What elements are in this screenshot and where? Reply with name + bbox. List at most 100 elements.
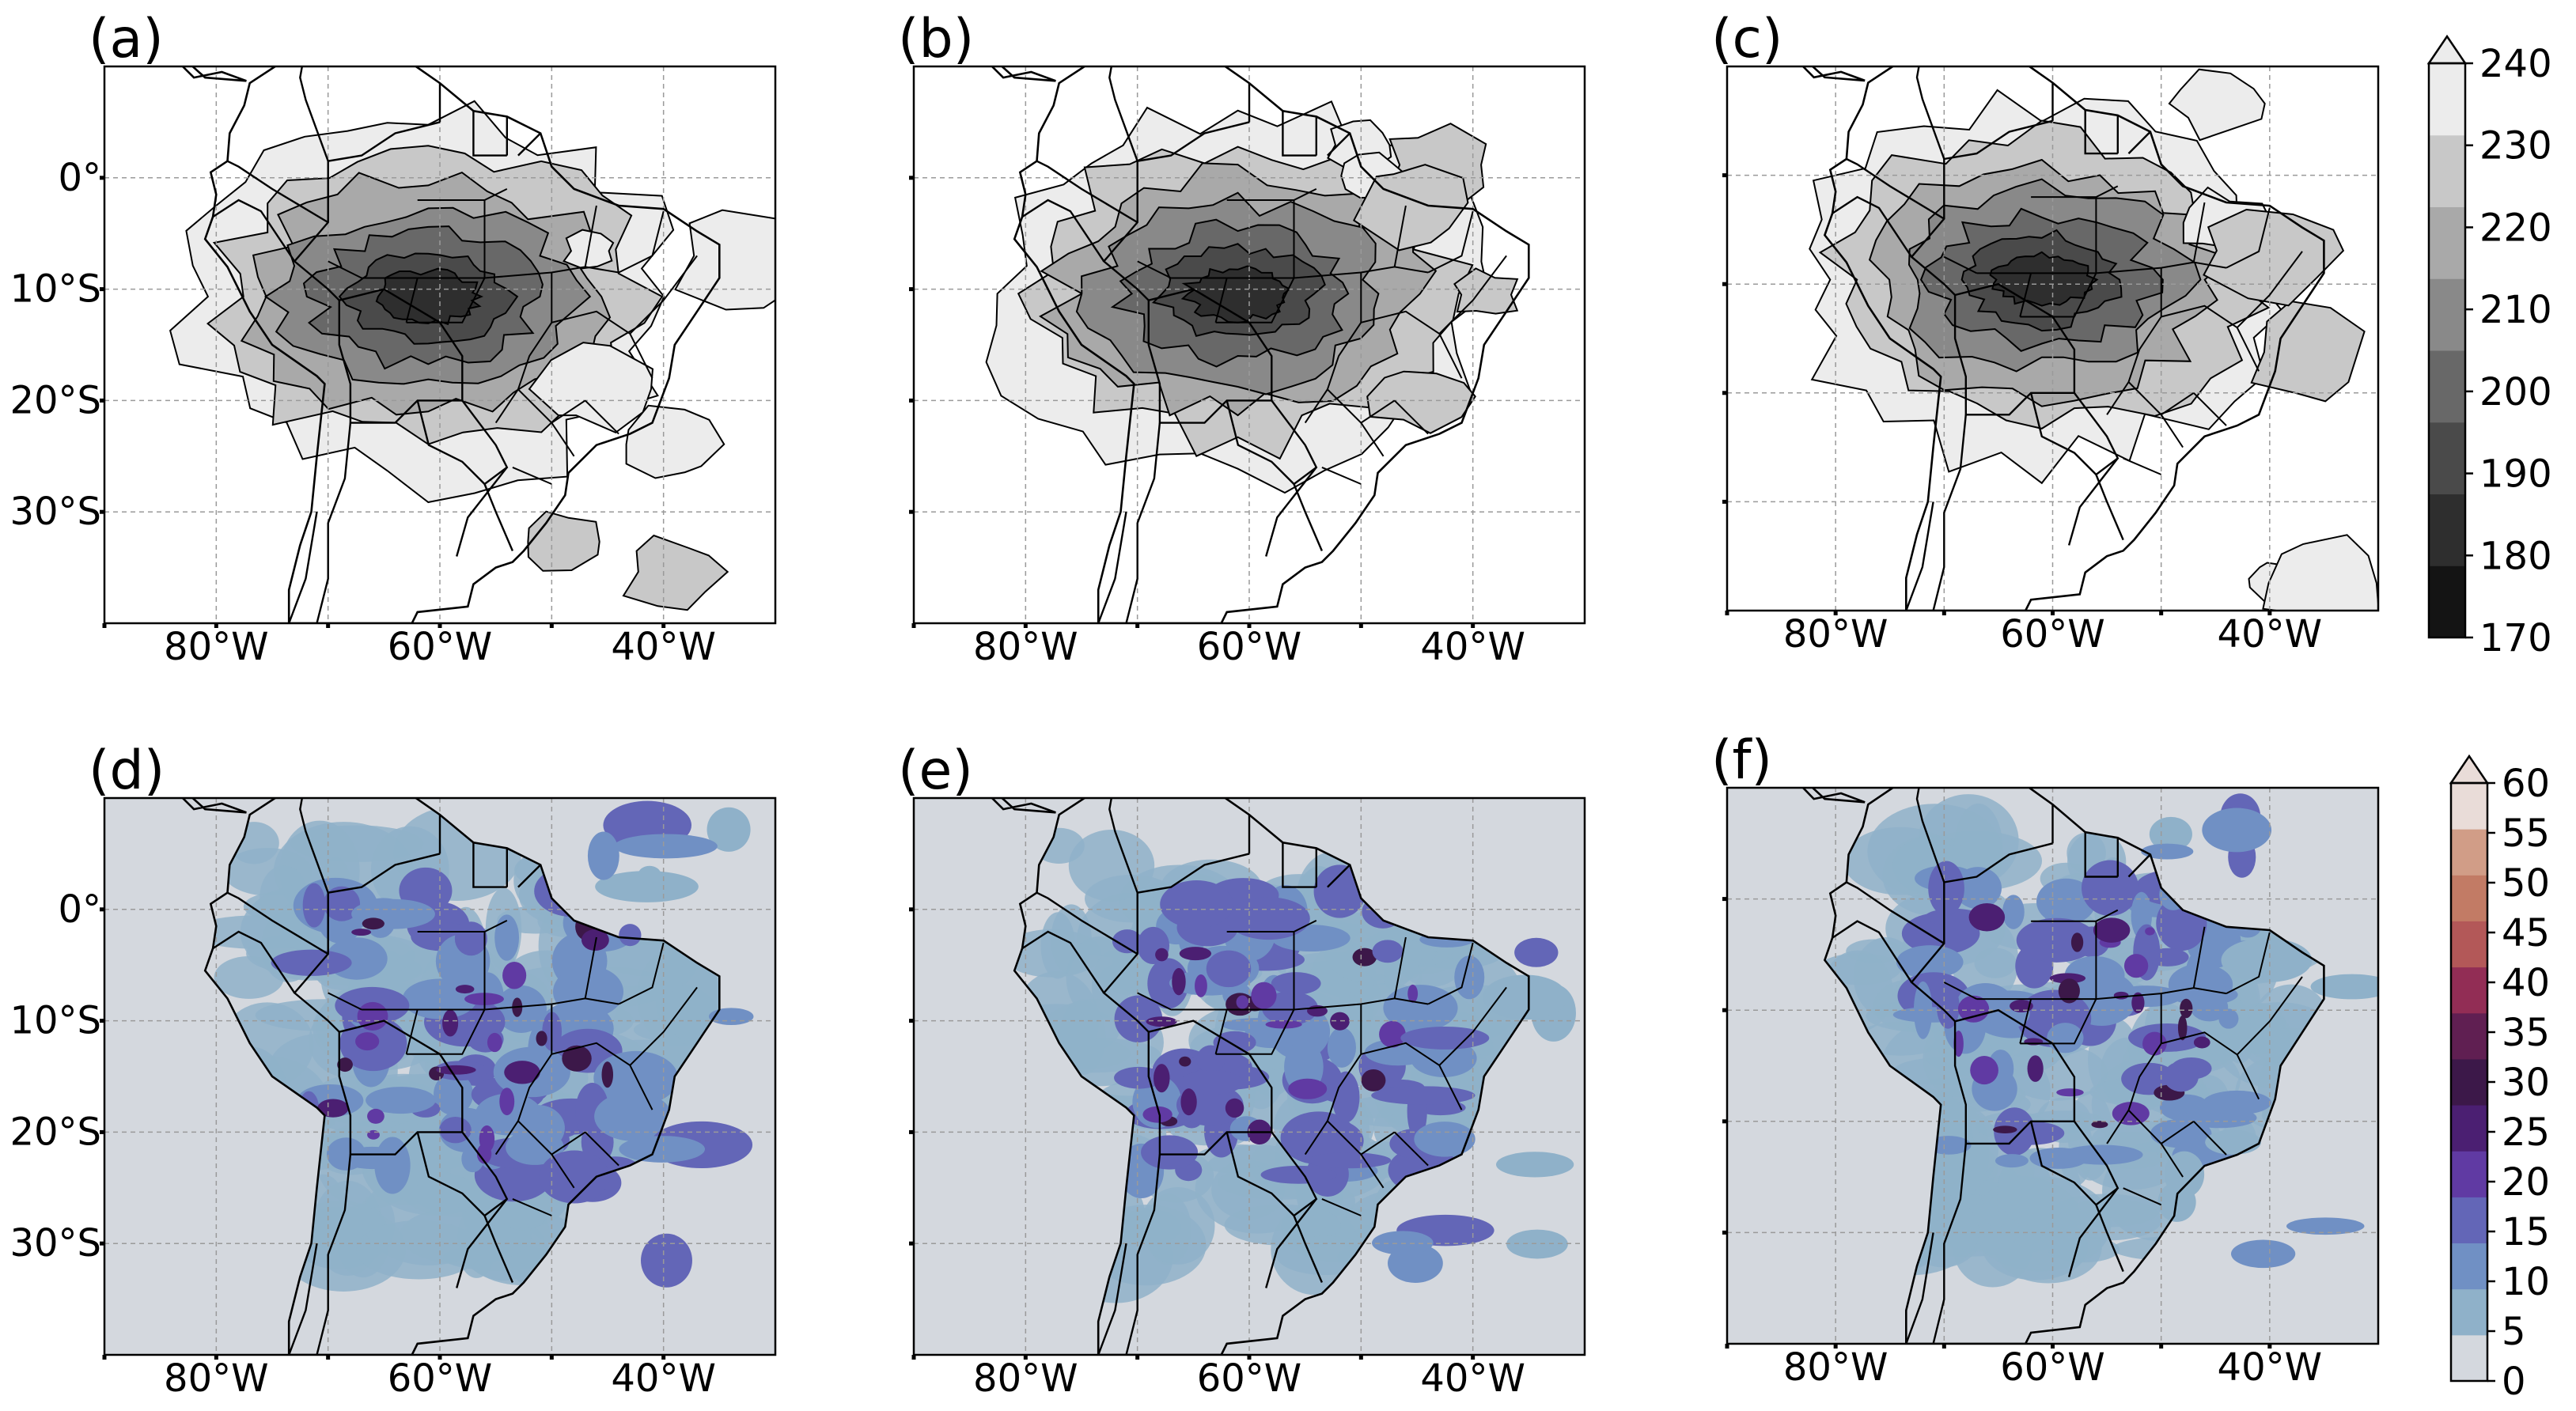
tb-contour bbox=[674, 209, 775, 311]
country-border bbox=[339, 288, 514, 551]
state-border bbox=[1321, 466, 1362, 485]
state-border bbox=[1427, 942, 1474, 1005]
x-tick-label: 40°W bbox=[2218, 1345, 2323, 1390]
colorbar-segment bbox=[2451, 1151, 2487, 1197]
colorbar-segment bbox=[2429, 134, 2465, 207]
precip-cell bbox=[2286, 1217, 2365, 1235]
state-border bbox=[440, 200, 486, 323]
country-border bbox=[1910, 842, 2053, 1023]
state-border bbox=[1137, 992, 1172, 1011]
colorbar-tick-label: 190 bbox=[2479, 452, 2552, 497]
map-panel: 80°W 60°W 40°W 0° 10°S 20°S 30°S (d) bbox=[9, 740, 777, 1401]
colorbar-frame bbox=[2427, 62, 2467, 639]
precip-cell bbox=[455, 985, 475, 994]
precip-cell bbox=[562, 1045, 592, 1072]
x-tick-label: 60°W bbox=[388, 625, 493, 669]
precip-cell bbox=[436, 1065, 476, 1075]
colorbar-tick-label: 220 bbox=[2479, 206, 2552, 250]
colorbar-precipitation: 0 5 10 15 20 25 30 35 40 45 50 55 60 bbox=[2449, 754, 2550, 1404]
colorbar-segment bbox=[2451, 1288, 2487, 1336]
country-border bbox=[1327, 132, 1351, 157]
state-border bbox=[2161, 1031, 2260, 1100]
colorbar-segment bbox=[2451, 1012, 2487, 1060]
country-border bbox=[1125, 422, 1161, 623]
coastline bbox=[1013, 66, 1530, 623]
state-border bbox=[1943, 982, 1977, 1000]
precip-cell bbox=[1495, 1152, 1574, 1178]
country-border bbox=[1102, 121, 1250, 301]
country-border bbox=[2029, 1121, 2097, 1206]
country-border bbox=[2029, 392, 2097, 475]
precip-cell bbox=[2131, 992, 2145, 1014]
precip-cell bbox=[1320, 1084, 1358, 1103]
country-border bbox=[293, 853, 441, 1033]
coastline bbox=[203, 798, 721, 1355]
panel-label: (e) bbox=[898, 740, 973, 802]
country-border bbox=[1265, 1198, 1317, 1288]
precip-cell bbox=[494, 914, 520, 961]
precip-cell bbox=[1085, 874, 1179, 923]
colorbar-segment bbox=[2451, 1334, 2487, 1382]
colorbar-tick-label: 40 bbox=[2502, 961, 2550, 1005]
panel-label: (c) bbox=[1711, 8, 1782, 70]
colorbar-tick-label: 15 bbox=[2502, 1210, 2550, 1254]
state-border bbox=[440, 932, 486, 1055]
precip-cell bbox=[1327, 1027, 1356, 1068]
state-border bbox=[551, 1042, 653, 1110]
coastline bbox=[1823, 66, 2325, 611]
precip-cell bbox=[536, 1031, 547, 1046]
precip-cell bbox=[1928, 861, 1964, 916]
country-border bbox=[226, 160, 329, 224]
precip-cell bbox=[2091, 1121, 2108, 1129]
country-border bbox=[1915, 66, 1945, 160]
state-border bbox=[2236, 976, 2303, 1056]
precip-cell bbox=[2202, 808, 2272, 853]
state-border bbox=[405, 1009, 419, 1055]
colorbar-tick-label: 35 bbox=[2502, 1011, 2550, 1055]
precip-cell bbox=[2113, 991, 2129, 1000]
colorbar-extend-arrow bbox=[2449, 754, 2490, 785]
country-border bbox=[1036, 891, 1138, 955]
colorbar-tick-label: 180 bbox=[2479, 534, 2552, 578]
y-tick-label: 10°S bbox=[9, 267, 101, 312]
precip-cell bbox=[1179, 947, 1212, 961]
precip-cell bbox=[479, 1125, 495, 1152]
colorbar-segment bbox=[2451, 829, 2487, 876]
precip-cell bbox=[454, 921, 487, 956]
precip-cell bbox=[1271, 972, 1321, 995]
colorbar-segment bbox=[2429, 422, 2465, 494]
colorbar-tick-label: 10 bbox=[2502, 1260, 2550, 1304]
precip-cell bbox=[1141, 1135, 1199, 1170]
state-border bbox=[405, 278, 419, 323]
country-border bbox=[1225, 400, 1295, 485]
precip-cell bbox=[366, 1087, 436, 1114]
precip-cell bbox=[1179, 1056, 1191, 1067]
country-border bbox=[212, 199, 296, 263]
precip-cell bbox=[2128, 1023, 2207, 1052]
state-border bbox=[2019, 273, 2032, 317]
precip-cell bbox=[1180, 1088, 1197, 1116]
country-border bbox=[2067, 1187, 2119, 1277]
country-border bbox=[416, 400, 486, 485]
colorbar-tick-label: 230 bbox=[2479, 124, 2552, 168]
precip-cell bbox=[434, 1072, 474, 1116]
precip-cell bbox=[601, 1061, 614, 1088]
colorbar-tick-label: 20 bbox=[2502, 1160, 2550, 1205]
y-tick-label: 0° bbox=[58, 156, 101, 200]
state-border bbox=[618, 942, 665, 1005]
precip-cell bbox=[355, 1032, 380, 1051]
colorbar-extend-arrow bbox=[2426, 34, 2468, 65]
x-tick-label: 40°W bbox=[1420, 1356, 1525, 1401]
state-border bbox=[2193, 392, 2227, 426]
precip-cell bbox=[1224, 1204, 1341, 1246]
precip-cell bbox=[2056, 1088, 2084, 1097]
state-border bbox=[551, 422, 575, 457]
country-border bbox=[1905, 501, 1934, 611]
precip-cell bbox=[1195, 974, 1207, 997]
precip-cell bbox=[2203, 1090, 2272, 1115]
state-border bbox=[551, 1154, 575, 1189]
x-tick-label: 80°W bbox=[164, 625, 269, 669]
state-border bbox=[1214, 278, 1228, 323]
state-border bbox=[2106, 1110, 2130, 1144]
country-border bbox=[2067, 457, 2119, 546]
